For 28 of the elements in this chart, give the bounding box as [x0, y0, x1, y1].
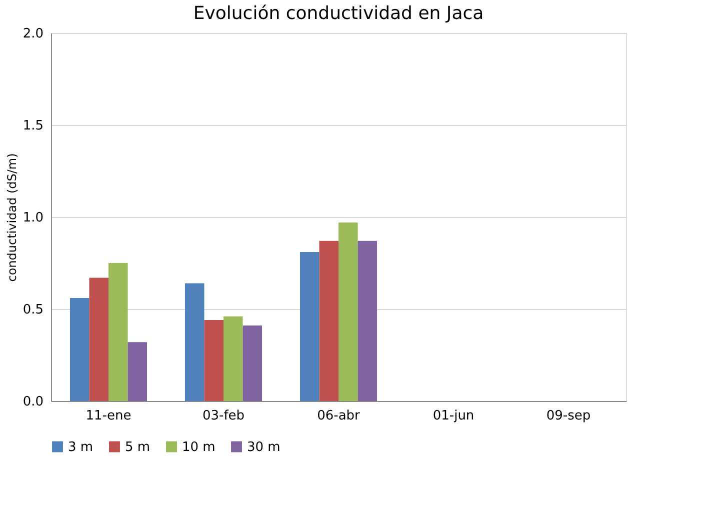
x-tick-label: 01-jun: [432, 408, 474, 424]
legend-label: 3 m: [68, 440, 94, 455]
y-axis-title: conductividad (dS/m): [4, 153, 19, 282]
x-tick-label: 06-abr: [317, 408, 361, 424]
bar: [89, 278, 108, 401]
bar: [338, 222, 358, 401]
bar: [242, 326, 262, 401]
bar: [224, 316, 243, 401]
bar: [204, 320, 224, 401]
y-tick-label: 0.5: [22, 302, 44, 318]
bar: [300, 252, 320, 401]
bar: [70, 298, 90, 401]
legend-label: 30 m: [247, 440, 280, 455]
bar: [358, 240, 378, 401]
bar: [184, 283, 204, 401]
legend-label: 10 m: [182, 440, 216, 455]
chart-title: Evolución conductividad en Jaca: [193, 3, 484, 24]
bar: [108, 263, 128, 401]
y-tick-label: 1.5: [22, 118, 44, 134]
y-tick-label: 2.0: [22, 26, 44, 42]
bar: [128, 342, 148, 401]
x-tick-label: 03-feb: [202, 408, 245, 424]
y-tick-label: 1.0: [22, 210, 44, 226]
x-tick-label: 09-sep: [546, 408, 591, 424]
y-tick-label: 0.0: [22, 394, 44, 410]
x-tick-label: 11-ene: [86, 408, 132, 424]
bar: [319, 240, 338, 401]
legend-label: 5 m: [125, 440, 150, 455]
